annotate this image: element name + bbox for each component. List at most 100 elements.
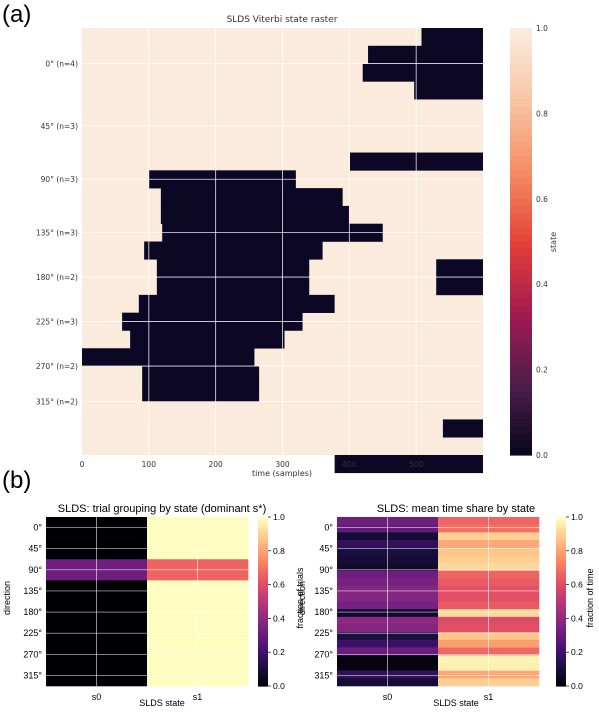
raster-colorbar-cell <box>510 355 532 364</box>
state-segment <box>82 348 255 367</box>
heatmap-colorbar-cell <box>258 645 268 650</box>
heatmap-ytick-label: 90° <box>28 565 42 575</box>
heatmap-colorbar-cell <box>556 560 566 565</box>
heatmap-xtick-label: s0 <box>92 692 102 702</box>
heatmap-colorbar-cell <box>258 574 268 579</box>
timeshare-ylabel: direction <box>297 581 307 615</box>
heatmap-colorbar-cell <box>556 645 566 650</box>
raster-colorbar-cell <box>510 99 532 107</box>
heatmap-colorbar-cell <box>258 550 268 555</box>
heatmap-colorbar-cell <box>258 520 268 525</box>
heatmap-colorbar-cell <box>556 533 566 538</box>
heatmap-colorbar-cell <box>258 571 268 576</box>
heatmap-colorbar-tick: 0.8 <box>571 546 583 556</box>
raster-colorbar-cell <box>510 234 532 243</box>
state-segment <box>160 188 343 207</box>
heatmap-colorbar-cell <box>258 517 268 521</box>
heatmap-colorbar-cell <box>258 621 268 626</box>
raster-colorbar-cell <box>510 390 532 399</box>
raster-colorbar-cell <box>510 269 532 278</box>
heatmap-colorbar-cell <box>258 669 268 674</box>
raster-colorbar-tick: 0.8 <box>536 109 548 118</box>
raster-colorbar-cell <box>510 56 532 65</box>
raster-colorbar-cell <box>510 205 532 214</box>
heatmap-colorbar-cell <box>556 584 566 589</box>
raster-colorbar-cell <box>510 106 532 114</box>
heatmap-colorbar-cell <box>258 635 268 640</box>
raster-colorbar-cell <box>510 291 532 300</box>
heatmap-colorbar-cell <box>556 564 566 569</box>
heatmap-colorbar-cell <box>556 672 566 677</box>
heatmap-colorbar-cell <box>258 642 268 647</box>
heatmap-colorbar-cell <box>258 560 268 565</box>
heatmap-ytick-label: 225° <box>23 628 42 638</box>
raster-colorbar-cell <box>510 35 532 43</box>
timeshare-xlabel: SLDS state <box>433 698 479 708</box>
heatmap-colorbar-cell <box>258 587 268 592</box>
heatmap-colorbar-cell <box>258 584 268 589</box>
raster-chart: SLDS Viterbi state raster time (samples)… <box>36 15 558 478</box>
raster-colorbar-cell <box>510 156 532 164</box>
state-segment <box>368 45 483 64</box>
heatmap-colorbar-cell <box>258 598 268 603</box>
heatmap-colorbar-cell <box>556 608 566 613</box>
state-segment <box>334 455 483 474</box>
raster-colorbar-cell <box>510 284 532 292</box>
panel-label-a: (a) <box>2 1 31 28</box>
heatmap-colorbar-cell <box>258 567 268 572</box>
heatmap-ytick-label: 315° <box>23 670 42 680</box>
heatmap-colorbar-cell <box>556 520 566 525</box>
raster-colorbar-cell <box>510 92 532 100</box>
raster-ytick-label: 45° (n=3) <box>41 122 78 131</box>
heatmap-colorbar-cell <box>258 557 268 562</box>
heatmap-colorbar-tick: 1.0 <box>571 512 583 522</box>
raster-colorbar-cell <box>510 227 532 235</box>
state-segment <box>138 294 335 313</box>
heatmap-colorbar-cell <box>258 601 268 606</box>
heatmap-ytick-label: 45° <box>28 544 42 554</box>
state-segment <box>142 366 260 385</box>
heatmap-colorbar-cell <box>258 530 268 535</box>
heatmap-colorbar-cell <box>556 557 566 562</box>
raster-colorbar-cell <box>510 248 532 257</box>
heatmap-colorbar-cell <box>556 665 566 670</box>
state-segment <box>156 277 310 296</box>
raster-colorbar-cell <box>510 447 532 456</box>
raster-colorbar-cell <box>510 262 532 271</box>
grouping-xlabel: SLDS state <box>139 698 185 708</box>
state-segment <box>144 241 323 260</box>
heatmap-colorbar-cell <box>556 567 566 572</box>
raster-ytick-label: 135° (n=3) <box>36 229 78 238</box>
heatmap-colorbar-cell <box>556 625 566 630</box>
heatmap-colorbar-tick: 0.4 <box>571 613 583 623</box>
raster-colorbar-tick: 0.0 <box>536 451 548 460</box>
state-segment <box>421 28 483 47</box>
heatmap-colorbar-cell <box>556 581 566 586</box>
heatmap-colorbar-cell <box>258 648 268 653</box>
heatmap-colorbar-cell <box>556 611 566 616</box>
raster-colorbar-label: state <box>549 232 558 252</box>
heatmap-colorbar-tick: 1.0 <box>273 512 285 522</box>
raster-colorbar-cell <box>510 298 532 307</box>
raster-colorbar-cell <box>510 42 532 50</box>
heatmap-colorbar-cell <box>556 577 566 582</box>
heatmap-ytick-label: 135° <box>23 586 42 596</box>
timeshare-chart: SLDS: mean time share by state SLDS stat… <box>297 503 595 708</box>
heatmap-colorbar-cell <box>258 554 268 559</box>
raster-colorbar-tick: 0.4 <box>536 280 548 289</box>
raster-colorbar-cell <box>510 170 532 179</box>
raster-colorbar-cell <box>510 77 532 86</box>
heatmap-ytick-label: 180° <box>314 607 333 617</box>
heatmap-colorbar-cell <box>258 594 268 599</box>
heatmap-ytick-label: 270° <box>314 649 333 659</box>
heatmap-colorbar-cell <box>556 638 566 643</box>
heatmap-colorbar-cell <box>556 517 566 521</box>
raster-colorbar-cell <box>510 433 532 442</box>
raster-colorbar-cell <box>510 319 532 328</box>
heatmap-colorbar-cell <box>556 547 566 552</box>
raster-colorbar-cell <box>510 426 532 435</box>
raster-colorbar-cell <box>510 84 532 93</box>
heatmap-colorbar-tick: 0.4 <box>273 613 285 623</box>
heatmap-colorbar-cell <box>556 658 566 663</box>
